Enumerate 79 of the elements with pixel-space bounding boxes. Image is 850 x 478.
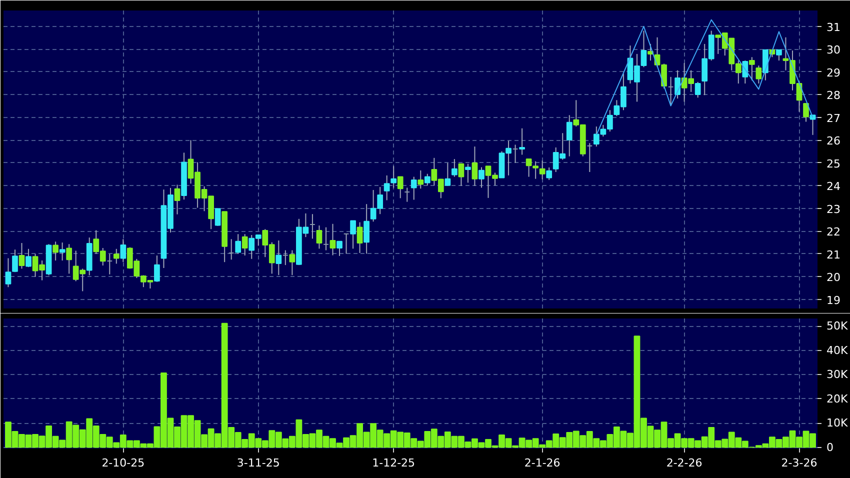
candlestick (472, 146, 478, 186)
candlestick (458, 163, 464, 186)
y-tick-label: 23 (826, 202, 840, 216)
candlestick (762, 49, 768, 81)
candlestick (566, 114, 572, 157)
y-tick-label: 24 (826, 180, 840, 194)
candlestick (694, 81, 701, 98)
candlestick (242, 234, 248, 256)
candlestick (418, 170, 424, 190)
candlestick (410, 176, 417, 200)
y-tick-label: 21 (826, 248, 840, 262)
candlestick (343, 233, 350, 254)
candlestick (330, 223, 336, 256)
x-tick-label: 1-12-25 (372, 456, 416, 470)
candlestick (478, 166, 484, 188)
y-tick-label: 10K (826, 416, 848, 430)
candlestick (228, 238, 234, 260)
candlestick (776, 49, 782, 62)
y-tick-label: 0 (826, 440, 834, 454)
candlestick (384, 174, 390, 201)
y-tick-label: 30 (826, 44, 840, 57)
candlestick (26, 248, 32, 268)
candlestick (310, 214, 316, 240)
candlestick (756, 65, 762, 84)
candlestick (424, 173, 430, 186)
candlestick (465, 163, 471, 184)
y-tick-label: 25 (826, 157, 840, 170)
candlestick (336, 240, 342, 256)
x-tick-label: 2-10-25 (102, 456, 145, 470)
x-tick-label: 2-1-26 (524, 456, 560, 470)
candlestick (404, 187, 410, 202)
candlestick (120, 238, 126, 263)
x-tick-label: 2-3-26 (781, 456, 818, 470)
candlestick (282, 250, 288, 266)
candlestick (748, 56, 755, 81)
candlestick (586, 142, 593, 173)
candlestick (444, 162, 451, 186)
candlestick (668, 76, 674, 106)
y-tick-label: 50K (826, 320, 848, 333)
candlestick (350, 220, 356, 250)
candlestick (154, 254, 160, 282)
y-tick-label: 20K (826, 392, 848, 406)
y-tick-label: 29 (826, 66, 840, 80)
candlestick (289, 250, 296, 276)
candlestick (106, 253, 113, 275)
candlestick (674, 70, 680, 100)
y-tick-label: 27 (826, 112, 840, 125)
y-tick-label: 22 (826, 226, 840, 239)
candlestick (52, 241, 58, 261)
candlestick (323, 226, 329, 251)
candlestick (452, 158, 458, 178)
candlestick (276, 240, 282, 276)
candlestick (66, 244, 72, 274)
candlestick (214, 208, 221, 226)
candlestick (803, 103, 809, 122)
y-tick-label: 31 (826, 20, 840, 34)
y-tick-label: 28 (826, 89, 840, 102)
y-tick-label: 20 (826, 271, 840, 284)
candlestick (356, 222, 363, 254)
candlestick (174, 184, 180, 215)
candlestick (539, 160, 546, 180)
y-tick-label: 30K (826, 368, 848, 382)
x-tick-label: 3-11-25 (236, 456, 280, 470)
y-tick-label: 26 (826, 134, 840, 148)
candlestick (364, 204, 370, 254)
candlestick (235, 234, 242, 254)
candlestick (316, 224, 322, 250)
candlestick (742, 60, 748, 84)
candlestick (113, 248, 120, 264)
candlestick (18, 242, 25, 270)
candlestick (59, 242, 66, 261)
candlestick (546, 166, 552, 180)
x-tick-label: 2-2-26 (666, 456, 702, 470)
candlestick (512, 144, 518, 164)
y-tick-label: 40K (826, 344, 848, 357)
candlestick (519, 128, 525, 156)
y-tick-label: 19 (826, 294, 840, 307)
candlestick (390, 166, 397, 188)
candlestick (397, 176, 404, 199)
